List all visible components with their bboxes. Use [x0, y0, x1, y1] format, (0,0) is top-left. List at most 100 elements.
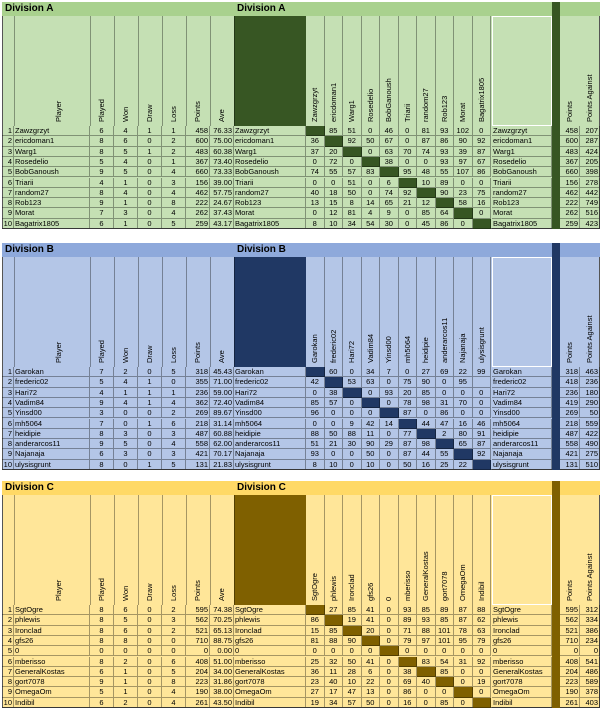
opponent-header-cell [306, 16, 325, 126]
score-cell: 16 [454, 418, 473, 429]
header-divider [186, 257, 187, 367]
score-cell: 88 [306, 428, 325, 440]
score-cell: 50 [324, 428, 343, 440]
cell-points-for: 222 [560, 198, 580, 209]
table-row: 5 0 0 0 0 0 0 0.00 0 0 0 0 0 0 0 0 0 0 0 0 0 [2, 646, 600, 657]
score-cell: 32 [324, 656, 343, 667]
cell-loss: 8 [162, 677, 186, 688]
opponent-header-cell [454, 257, 473, 367]
column-separator [552, 257, 560, 470]
grid-row-name: Morat [234, 208, 306, 219]
cell-player: mh5064 [14, 418, 90, 429]
cell-points: 458 [186, 126, 210, 137]
grid-row-name: anderarcos11 [234, 439, 306, 450]
division-3-panel: Division C Division C Player Played Won Draw L… [2, 481, 602, 717]
score-cell: 10 [343, 677, 362, 688]
cell-rank: 3 [2, 625, 14, 636]
score-cell: 0 [306, 646, 325, 657]
totals-row-name: 0 [492, 646, 552, 657]
cell-won: 1 [114, 677, 138, 688]
score-cell: 15 [306, 625, 325, 636]
table-row: 2 phlewis 8 5 0 3 562 70.25 phlewis 86 19 41 0 89 93 85… [2, 615, 600, 626]
cell-won: 3 [114, 449, 138, 460]
opponent-header-cell [454, 495, 473, 605]
score-cell: 20 [361, 625, 380, 636]
score-cell: 0 [435, 387, 454, 398]
score-cell: 36 [306, 666, 325, 678]
cell-played: 6 [90, 697, 114, 708]
opponent-header: Zawzgrzyt [310, 87, 319, 122]
cell-draw: 0 [138, 625, 162, 636]
cell-player: Rob123 [14, 198, 90, 209]
score-cell: 0 [398, 156, 417, 168]
self-match-cell [454, 208, 473, 219]
score-cell: 10 [324, 459, 343, 470]
cell-points-for: 156 [560, 177, 580, 188]
cell-draw: 0 [138, 697, 162, 708]
cell-points-for: 0 [560, 646, 580, 657]
cell-won: 0 [114, 646, 138, 657]
self-match-cell [454, 449, 473, 460]
totals-row-name: gort7078 [492, 677, 552, 688]
score-cell: 86 [306, 615, 325, 626]
cell-ave: 51.00 [210, 656, 234, 667]
score-cell: 40 [324, 677, 343, 688]
cell-player: gfs26 [14, 635, 90, 647]
cell-loss: 0 [162, 377, 186, 388]
opponent-header: BobGanoush [384, 78, 393, 122]
score-cell: 0 [380, 459, 399, 470]
division-title: Division B [2, 243, 234, 257]
score-cell: 29 [380, 439, 399, 450]
cell-points-for: 483 [560, 146, 580, 157]
table-row: 5 BobGanoush 9 5 0 4 660 73.33 BobGanoush 74 55 57 8… [2, 167, 600, 178]
cell-played: 5 [90, 377, 114, 388]
cell-points-for: 367 [560, 156, 580, 168]
header-divider [234, 257, 235, 367]
score-cell: 90 [361, 439, 380, 450]
cell-rank: 2 [2, 136, 14, 147]
opponent-header: OmegaOm [458, 564, 467, 601]
column-separator [552, 16, 560, 229]
cell-points: 367 [186, 156, 210, 168]
header-divider [138, 16, 139, 126]
cell-player: Bagatrix1805 [14, 218, 90, 229]
cell-points-against: 334 [580, 615, 600, 626]
score-cell: 90 [435, 187, 454, 199]
score-cell: 63 [361, 377, 380, 388]
score-cell: 97 [417, 635, 436, 647]
score-cell: 15 [324, 198, 343, 209]
self-match-cell [361, 156, 380, 168]
score-cell: 0 [361, 387, 380, 398]
opponent-header: ulysisgrunt [476, 327, 486, 363]
cell-draw: 0 [138, 615, 162, 626]
score-cell: 0 [435, 646, 454, 657]
cell-points-for: 458 [560, 126, 580, 137]
score-cell: 34 [324, 697, 343, 708]
self-match-cell [380, 408, 399, 419]
cell-player: phlewis [14, 615, 90, 626]
self-match-cell [454, 687, 473, 698]
cell-ave: 0.00 [210, 646, 234, 657]
table-row: 2 ericdoman1 8 6 0 2 600 75.00 ericdoman1 36 92 50 6… [2, 136, 600, 147]
score-cell: 0 [472, 397, 491, 409]
cell-won: 3 [114, 208, 138, 219]
score-cell: 6 [380, 177, 399, 188]
score-cell: 40 [306, 187, 325, 199]
score-cell: 85 [435, 615, 454, 626]
opponent-header-cell [343, 16, 362, 126]
cell-draw: 1 [138, 377, 162, 388]
header-player: Player [54, 341, 63, 363]
score-cell: 93 [435, 126, 454, 137]
opponent-header: Bagatrix1805 [476, 77, 486, 122]
header-divider [114, 257, 115, 367]
score-cell: 23 [306, 677, 325, 688]
table-row: 1 Garokan 7 2 0 5 318 45.43 Garokan 60 0 34 7 0 27 69 22… [2, 367, 600, 378]
score-cell: 27 [324, 605, 343, 616]
score-cell: 16 [472, 198, 491, 209]
opponent-header-cell [380, 16, 399, 126]
cell-points: 259 [186, 218, 210, 229]
cell-won: 4 [114, 377, 138, 388]
table-row: 8 Rob123 9 1 0 8 222 24.67 Rob123 13 15 8 14 65 21 12 58… [2, 198, 600, 209]
cell-played: 6 [90, 218, 114, 229]
opponent-header: Vadim84 [365, 333, 375, 363]
